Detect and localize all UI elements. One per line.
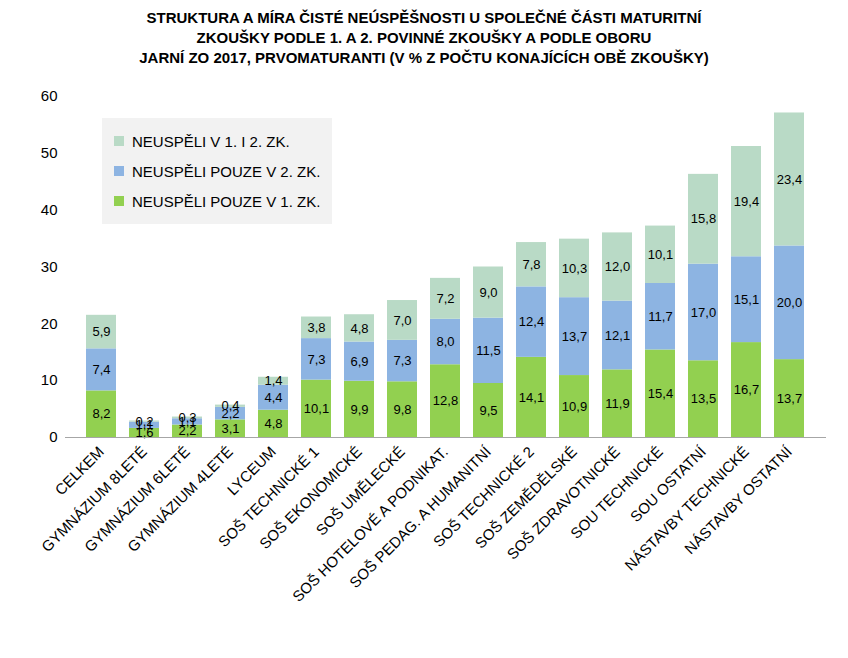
svg-text:0: 0 [49, 428, 57, 445]
svg-text:4,8: 4,8 [264, 416, 282, 431]
svg-text:6,9: 6,9 [350, 354, 368, 369]
html-text:STRUKTURA A MÍRA ČISTÉ NEÚSPĚŠ: STRUKTURA A MÍRA ČISTÉ NEÚSPĚŠNOSTI U SP… [139, 9, 709, 66]
svg-text:GYMNÁZIUM 6LETÉ: GYMNÁZIUM 6LETÉ [80, 442, 193, 555]
svg-text:23,4: 23,4 [777, 172, 802, 187]
svg-text:0,3: 0,3 [178, 410, 196, 425]
svg-text:9,9: 9,9 [350, 402, 368, 417]
svg-text:SOŠ ZDRAVOTNICKÉ: SOŠ ZDRAVOTNICKÉ [503, 442, 623, 563]
svg-text:9,8: 9,8 [393, 402, 411, 417]
svg-text:SOŠ PEDAG. A HUMANITNÍ: SOŠ PEDAG. A HUMANITNÍ [345, 442, 494, 591]
svg-text:40: 40 [41, 201, 58, 218]
svg-text:10: 10 [41, 371, 58, 388]
html-text:NEUSPĚLI POUZE V 1. ZK.: NEUSPĚLI POUZE V 1. ZK. [132, 192, 321, 210]
svg-text:2,2: 2,2 [178, 423, 197, 439]
svg-text:12,4: 12,4 [519, 314, 544, 329]
svg-text:11,7: 11,7 [648, 309, 672, 324]
html-text:NEUSPĚLI V 1. I 2. ZK.: NEUSPĚLI V 1. I 2. ZK. [132, 132, 290, 150]
svg-text:15,1: 15,1 [734, 292, 759, 307]
svg-text:SOŠ HOTELOVÉ A PODNIKAT.: SOŠ HOTELOVÉ A PODNIKAT. [289, 443, 451, 605]
svg-text:13,7: 13,7 [777, 391, 802, 406]
svg-text:17,0: 17,0 [691, 305, 716, 320]
svg-text:30: 30 [41, 258, 58, 275]
svg-text:7,3: 7,3 [393, 353, 411, 368]
svg-text:0,4: 0,4 [221, 398, 239, 413]
svg-text:NÁSTAVBY TECHNICKÉ: NÁSTAVBY TECHNICKÉ [621, 442, 752, 574]
svg-text:7,8: 7,8 [522, 257, 540, 272]
svg-text:15,4: 15,4 [648, 386, 673, 401]
svg-text:7,4: 7,4 [92, 362, 110, 377]
svg-text:7,2: 7,2 [436, 291, 454, 306]
svg-text:5,9: 5,9 [92, 324, 110, 339]
svg-text:19,4: 19,4 [734, 194, 759, 209]
svg-text:GYMNÁZIUM 4LETÉ: GYMNÁZIUM 4LETÉ [123, 442, 236, 555]
svg-text:10,3: 10,3 [562, 261, 587, 276]
svg-text:7,0: 7,0 [393, 313, 411, 328]
svg-text:CELKEM: CELKEM [51, 442, 107, 499]
svg-text:SOŠ EKONOMICKÉ: SOŠ EKONOMICKÉ [255, 442, 365, 553]
svg-text:11,5: 11,5 [476, 343, 500, 358]
html-text:NEUSPĚLI POUZE V 2. ZK.: NEUSPĚLI POUZE V 2. ZK. [132, 162, 321, 180]
svg-text:50: 50 [41, 144, 58, 161]
svg-text:SOŠ UMĚLECKÉ: SOŠ UMĚLECKÉ [312, 442, 408, 539]
svg-text:0,2: 0,2 [135, 414, 153, 429]
svg-text:4,4: 4,4 [264, 390, 282, 405]
svg-text:1,4: 1,4 [264, 373, 282, 388]
svg-text:3,8: 3,8 [307, 320, 325, 335]
svg-text:SOŠ TECHNICKÉ 2: SOŠ TECHNICKÉ 2 [429, 442, 537, 551]
svg-text:10,1: 10,1 [304, 401, 329, 416]
svg-text:12,8: 12,8 [433, 393, 458, 408]
svg-text:4,8: 4,8 [350, 321, 368, 336]
svg-text:14,1: 14,1 [519, 390, 544, 405]
svg-text:9,0: 9,0 [479, 285, 497, 300]
svg-text:8,0: 8,0 [436, 334, 454, 349]
svg-text:15,8: 15,8 [691, 211, 716, 226]
svg-text:SOU TECHNICKÉ: SOU TECHNICKÉ [567, 442, 666, 542]
svg-text:9,5: 9,5 [479, 403, 497, 418]
svg-text:SOŠ ZEMĚDĚLSKÉ: SOŠ ZEMĚDĚLSKÉ [471, 442, 580, 552]
svg-text:16,7: 16,7 [734, 382, 759, 397]
svg-text:8,2: 8,2 [92, 406, 110, 421]
svg-text:GYMNÁZIUM 8LETÉ: GYMNÁZIUM 8LETÉ [37, 442, 150, 555]
svg-text:7,3: 7,3 [307, 352, 325, 367]
svg-text:3,1: 3,1 [221, 421, 239, 436]
svg-text:SOŠ TECHNICKÉ 1: SOŠ TECHNICKÉ 1 [214, 442, 322, 551]
svg-text:13,7: 13,7 [562, 329, 587, 344]
svg-text:60: 60 [41, 87, 58, 104]
svg-text:11,9: 11,9 [605, 396, 629, 411]
svg-text:20: 20 [41, 315, 58, 332]
svg-text:12,1: 12,1 [605, 328, 630, 343]
svg-text:10,1: 10,1 [648, 247, 673, 262]
svg-text:LYCEUM: LYCEUM [223, 442, 279, 499]
svg-text:10,9: 10,9 [562, 399, 587, 414]
svg-text:12,0: 12,0 [605, 259, 630, 274]
svg-text:13,5: 13,5 [691, 391, 716, 406]
svg-text:NÁSTAVBY OSTATNÍ: NÁSTAVBY OSTATNÍ [681, 442, 796, 557]
svg-text:20,0: 20,0 [777, 295, 802, 310]
svg-text:SOU OSTATNÍ: SOU OSTATNÍ [627, 442, 710, 525]
